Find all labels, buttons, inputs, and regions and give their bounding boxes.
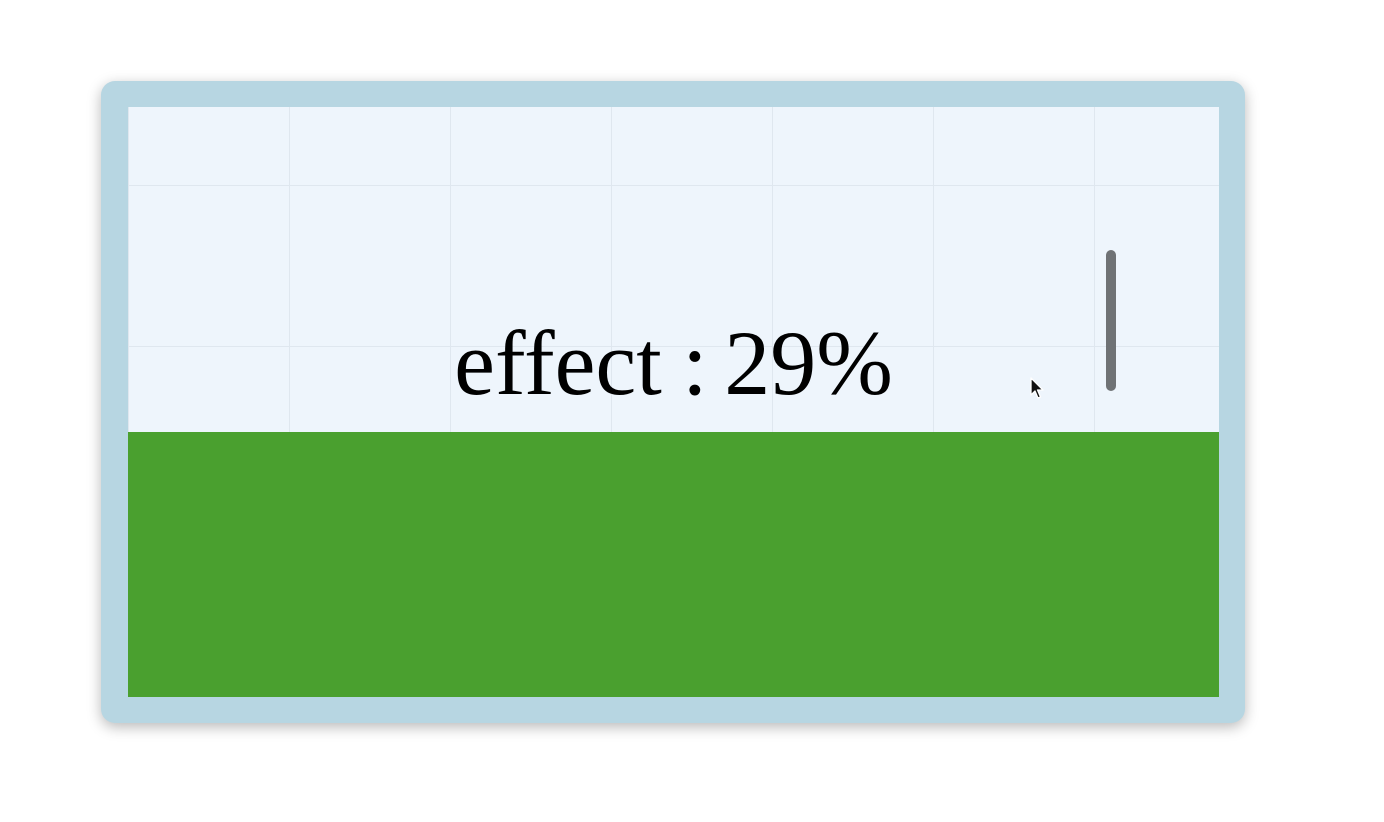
effect-name: effect [454, 312, 662, 414]
effect-separator: : [682, 312, 708, 414]
effect-panel-frame: effect:29% [101, 81, 1245, 723]
effect-value: 29% [724, 312, 893, 414]
effect-level-fill [128, 432, 1219, 697]
scrollbar-thumb[interactable] [1106, 250, 1116, 391]
effect-viewport: effect:29% [128, 107, 1219, 697]
mouse-pointer-icon [1030, 377, 1044, 399]
effect-readout: effect:29% [128, 313, 1219, 413]
